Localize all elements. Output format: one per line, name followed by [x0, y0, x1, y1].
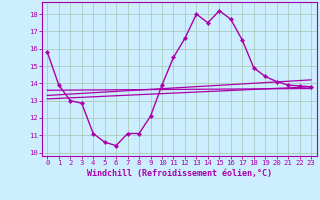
- X-axis label: Windchill (Refroidissement éolien,°C): Windchill (Refroidissement éolien,°C): [87, 169, 272, 178]
